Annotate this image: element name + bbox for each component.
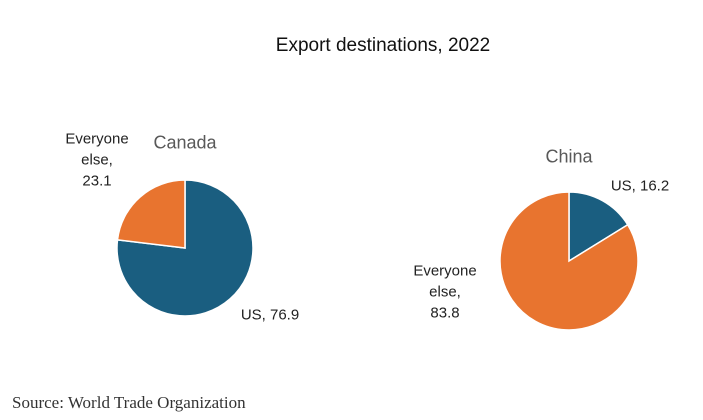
pie-slice	[499, 191, 639, 331]
pie-slice	[116, 179, 186, 249]
source-note: Source: World Trade Organization	[12, 393, 246, 412]
pie-slice	[568, 191, 629, 263]
chart-title: Canada	[153, 132, 217, 153]
data-label: Everyone else, 23.1	[65, 130, 129, 190]
data-label: US, 16.2	[610, 177, 670, 195]
main-title: Export destinations, 2022	[275, 35, 491, 56]
data-label: US, 76.9	[240, 306, 300, 324]
chart-title: China	[545, 146, 593, 167]
pie-slice	[116, 179, 254, 317]
data-label: Everyone else, 83.8	[413, 262, 477, 322]
